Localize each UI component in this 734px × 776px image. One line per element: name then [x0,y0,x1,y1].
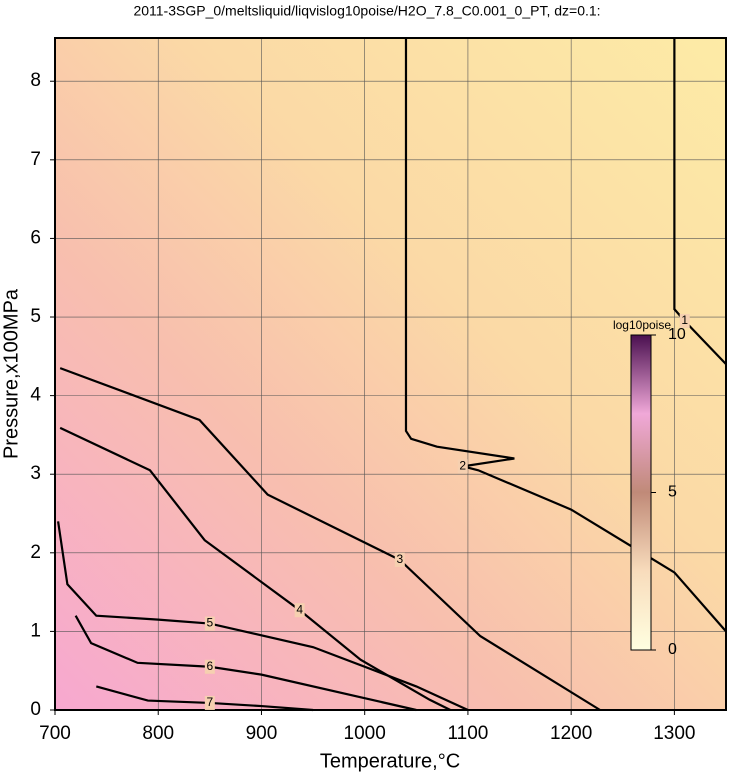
contour-label-bg [204,659,215,674]
x-tick-label: 1300 [653,723,695,744]
contour-label: 2 [459,459,466,473]
colorbar-label: log10poise [613,318,671,332]
contour-line [57,521,469,712]
y-tick-label: 4 [30,385,41,406]
y-tick-label: 7 [30,149,41,170]
chart-title: 2011-3SGP_0/meltsliquid/liqvislog10poise… [133,3,600,19]
contour-label-bg [457,459,468,474]
y-tick-label: 2 [30,542,41,563]
x-tick-label: 900 [246,723,278,744]
colorbar-tick-label: 10 [668,326,686,343]
contour-label: 7 [207,695,214,709]
y-tick-label: 1 [30,620,41,641]
contour-label-bg [204,616,215,631]
x-tick-label: 1000 [344,723,386,744]
x-tick-label: 700 [39,723,71,744]
contour-label-bg [394,552,405,567]
y-tick-label: 0 [30,699,41,720]
x-tick-label: 800 [142,723,174,744]
colorbar [630,334,652,651]
x-tick-label: 1200 [550,723,592,744]
grid [54,38,726,711]
contour-label-bg [204,695,215,710]
y-tick-label: 5 [30,306,41,327]
contour-label: 6 [207,659,214,673]
y-tick-label: 8 [30,70,41,91]
contour-line [673,38,727,365]
y-tick-label: 6 [30,227,41,248]
y-axis-label: Pressure,x100MPa [0,288,22,459]
colorbar-tick-label: 5 [668,484,677,501]
plot-background [55,38,726,710]
contour-label: 3 [396,552,403,566]
x-axis-label: Temperature,°C [320,750,460,772]
contour-label-bg [679,313,690,328]
annotations: 700 800 900 1000 1100 1200 1300 0 1 2 3 4 5 6 7 8 1 2 3 4 5 6… [30,70,695,744]
plot-frame [54,37,727,711]
contour-label: 4 [296,602,303,616]
x-tick-label: 1100 [447,723,488,744]
contour-label: 1 [681,313,688,327]
contour-label: 5 [207,616,214,630]
contour-line [59,367,601,711]
y-tick-label: 3 [30,463,41,484]
colorbar-tick-label: 0 [668,641,677,658]
contour-line [404,38,727,633]
contour-label-bg [294,603,305,618]
